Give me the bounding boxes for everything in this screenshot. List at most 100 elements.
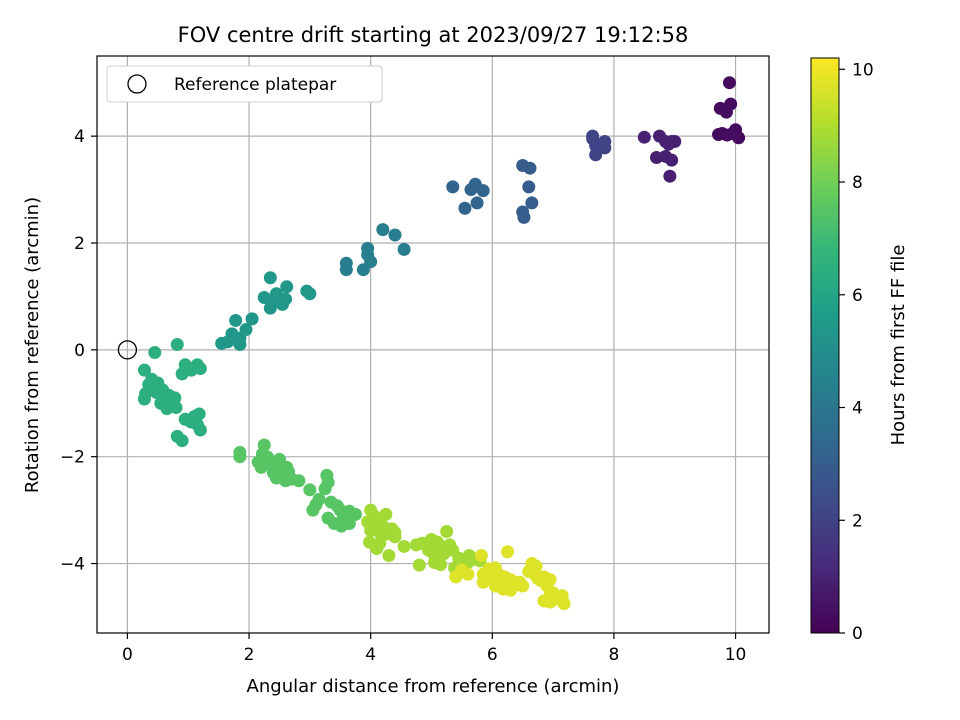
data-point	[598, 141, 612, 155]
data-point	[449, 570, 463, 584]
data-point	[517, 210, 531, 224]
data-point	[170, 338, 184, 351]
data-point	[160, 402, 174, 416]
data-point	[523, 161, 537, 175]
data-point	[379, 507, 393, 521]
x-tick-label: 4	[365, 645, 376, 665]
data-point	[263, 301, 277, 315]
data-point	[193, 423, 207, 437]
data-point	[516, 579, 530, 593]
data-point	[376, 223, 390, 237]
x-tick-label: 6	[487, 645, 498, 665]
data-point	[589, 148, 603, 162]
data-point	[229, 313, 243, 327]
legend-entry-reference: Reference platepar	[174, 75, 336, 95]
data-point	[461, 567, 475, 581]
colorbar-tick-label: 0	[852, 624, 863, 644]
data-point	[722, 76, 736, 90]
reference-platepar-marker	[117, 340, 138, 360]
x-tick-label: 0	[122, 645, 133, 665]
x-axis-ticks: 0 2 4 6 8 10	[122, 633, 746, 665]
data-point	[397, 242, 411, 256]
data-point	[446, 180, 460, 194]
data-point	[665, 153, 679, 167]
colorbar-tick-label: 8	[852, 173, 863, 193]
colorbar-tick-label: 4	[852, 399, 863, 419]
data-point	[719, 105, 733, 119]
data-point	[306, 503, 320, 517]
colorbar-tick-label: 2	[852, 511, 863, 531]
data-point	[175, 367, 189, 381]
y-tick-label: 4	[74, 127, 85, 147]
data-point	[263, 271, 277, 285]
chart-title: FOV centre drift starting at 2023/09/27 …	[178, 23, 689, 47]
data-point	[470, 196, 484, 210]
data-point	[543, 595, 557, 609]
data-point	[269, 471, 283, 485]
data-point	[356, 263, 370, 277]
x-axis-label: Angular distance from reference (arcmin)	[247, 676, 620, 697]
data-point	[148, 346, 162, 360]
data-point	[663, 169, 677, 183]
data-point	[458, 201, 472, 215]
data-point	[245, 312, 259, 326]
data-point	[712, 128, 726, 142]
data-point	[137, 392, 151, 406]
y-axis-ticks: −4 −2 0 2 4	[60, 127, 97, 575]
colorbar: 0 2 4 6 8 10 Hours from first FF file	[810, 57, 909, 644]
data-point	[557, 597, 571, 611]
data-point	[586, 132, 600, 146]
data-point	[397, 539, 411, 553]
data-point	[388, 530, 402, 544]
data-point	[215, 336, 229, 350]
data-point	[370, 542, 384, 556]
data-point	[412, 558, 426, 572]
y-tick-label: −2	[60, 448, 85, 468]
data-point	[637, 130, 651, 144]
data-point	[382, 549, 396, 563]
data-point	[318, 482, 332, 496]
data-point	[434, 558, 448, 572]
data-point	[334, 519, 348, 533]
data-point	[339, 263, 353, 277]
data-point	[233, 338, 247, 351]
data-point	[525, 196, 539, 210]
data-point	[175, 434, 189, 448]
data-point	[388, 228, 402, 242]
data-point	[303, 287, 317, 301]
y-tick-label: 2	[74, 234, 85, 254]
grid	[97, 56, 769, 633]
data-point	[233, 450, 247, 464]
colorbar-label: Hours from first FF file	[888, 245, 909, 446]
data-point	[668, 134, 682, 148]
colorbar-frame	[810, 57, 840, 634]
data-point	[474, 549, 488, 563]
x-tick-label: 8	[609, 645, 620, 665]
data-point	[292, 474, 306, 488]
legend: Reference platepar	[106, 65, 383, 103]
x-tick-label: 2	[244, 645, 255, 665]
data-point	[254, 460, 268, 474]
legend-box	[106, 65, 383, 103]
data-point	[732, 131, 746, 145]
colorbar-tick-label: 6	[852, 286, 863, 306]
data-point	[303, 483, 317, 497]
y-tick-label: −4	[60, 555, 85, 575]
legend-marker-icon	[127, 74, 147, 94]
data-point	[440, 524, 454, 538]
colorbar-tick-label: 10	[852, 60, 874, 80]
data-point	[280, 280, 294, 294]
data-point	[275, 297, 289, 311]
data-point	[476, 184, 490, 198]
data-points	[137, 76, 746, 611]
colorbar-ticks: 0 2 4 6 8 10	[839, 60, 874, 644]
y-tick-label: 0	[74, 341, 85, 361]
data-point	[500, 545, 514, 559]
data-point	[522, 180, 536, 194]
plot-frame	[96, 55, 770, 634]
colorbar-gradient	[811, 58, 839, 633]
x-tick-label: 10	[725, 645, 747, 665]
data-point	[137, 363, 151, 377]
y-axis-label: Rotation from reference (arcmin)	[22, 197, 43, 493]
